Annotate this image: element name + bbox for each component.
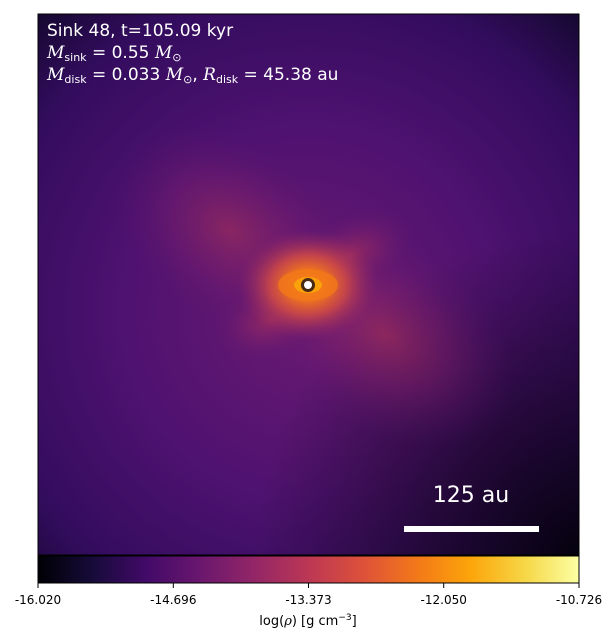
colorbar-tick-label-3: -12.050 xyxy=(420,593,467,607)
cbar-label-rho: ρ xyxy=(284,614,292,629)
m-sink-symbol: M xyxy=(47,43,65,63)
cbar-label-exp: −3 xyxy=(338,613,352,623)
colorbar-tick-label-2: -13.373 xyxy=(285,593,332,607)
plot-frame xyxy=(37,13,580,556)
colorbar-label: log(ρ) [g cm−3] xyxy=(259,613,356,629)
solar-sub-2: ⊙ xyxy=(183,73,193,86)
colorbar-tick-label-0: -16.020 xyxy=(14,593,62,607)
m-sink-value: = 0.55 xyxy=(91,43,150,63)
solar-symbol-2: M xyxy=(165,65,184,85)
solar-symbol: M xyxy=(154,43,173,63)
r-disk-sub: disk xyxy=(215,73,239,86)
r-disk-value: = 45.38 au xyxy=(243,65,339,85)
sink-marker xyxy=(301,278,315,292)
r-disk-symbol: R xyxy=(203,65,216,85)
solar-sub: ⊙ xyxy=(172,51,182,64)
colorbar xyxy=(37,555,580,584)
m-disk-symbol: M xyxy=(47,65,65,85)
colorbar-tick-label-4: -10.726 xyxy=(555,593,603,607)
m-sink-sub: sink xyxy=(64,51,87,64)
sink-mass-line: Msink = 0.55 M⊙ xyxy=(47,43,182,68)
scale-bar xyxy=(404,526,539,532)
sink-info-line1: Sink 48, t=105.09 kyr xyxy=(47,21,234,41)
m-disk-value: = 0.033 xyxy=(91,65,161,85)
disk-line: Mdisk = 0.033 M⊙, Rdisk = 45.38 au xyxy=(47,65,339,86)
cbar-label-mid: ) [g cm xyxy=(291,614,339,629)
m-disk-sub: disk xyxy=(64,73,87,86)
colorbar-ticks xyxy=(37,583,580,588)
cbar-label-suffix: ] xyxy=(351,614,357,629)
sink-info-title: Sink 48, t=105.09 kyr xyxy=(47,21,233,42)
scale-bar-label: 125 au xyxy=(432,483,510,508)
colorbar-tick-label-1: -14.696 xyxy=(150,593,197,607)
cbar-label-prefix: log( xyxy=(259,614,285,629)
